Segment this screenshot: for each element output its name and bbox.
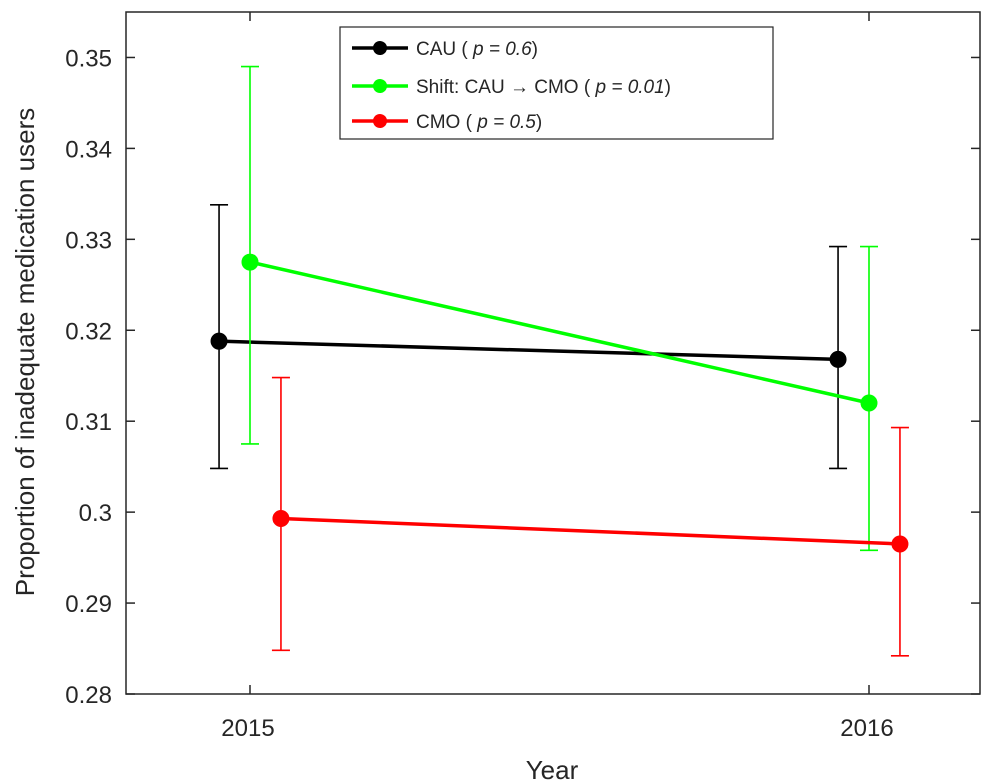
data-point — [891, 535, 909, 553]
legend-item: Shift: CAU → CMO ( p = 0.01) — [352, 77, 671, 98]
x-axis-title: Year — [526, 755, 579, 784]
legend-label: Shift: CAU → CMO ( p = 0.01) — [416, 77, 671, 98]
legend-label: CMO ( p = 0.5) — [416, 112, 542, 133]
legend-item: CAU ( p = 0.6) — [352, 39, 538, 60]
x-tick-label: 2015 — [221, 715, 274, 742]
series-0 — [210, 203, 848, 470]
y-tick-label: 0.28 — [65, 682, 112, 709]
data-point — [241, 253, 259, 271]
y-tick-label: 0.3 — [79, 500, 112, 527]
legend-item: CMO ( p = 0.5) — [352, 112, 542, 133]
legend-label: CAU ( p = 0.6) — [416, 39, 538, 60]
y-tick-label: 0.31 — [65, 409, 112, 436]
y-axis-title: Proportion of inadequate medication user… — [10, 108, 40, 597]
legend-box — [339, 26, 774, 140]
y-tick-label: 0.34 — [65, 136, 112, 163]
y-tick-label: 0.33 — [65, 227, 112, 254]
data-point — [272, 509, 290, 527]
x-tick-label: 2016 — [840, 715, 893, 742]
y-tick-label: 0.32 — [65, 318, 112, 345]
plot-frame — [125, 11, 981, 695]
data-point — [829, 350, 847, 368]
series-2 — [271, 376, 909, 657]
y-tick-label: 0.35 — [65, 45, 112, 72]
data-point — [860, 394, 878, 412]
series-line — [249, 260, 870, 405]
series-line — [280, 516, 901, 546]
series-line — [218, 339, 839, 362]
legend-marker — [373, 41, 387, 55]
series-1 — [241, 65, 878, 552]
data-point — [210, 332, 228, 350]
legend-marker — [373, 114, 387, 128]
legend-marker — [373, 79, 387, 93]
y-tick-label: 0.29 — [65, 591, 112, 618]
